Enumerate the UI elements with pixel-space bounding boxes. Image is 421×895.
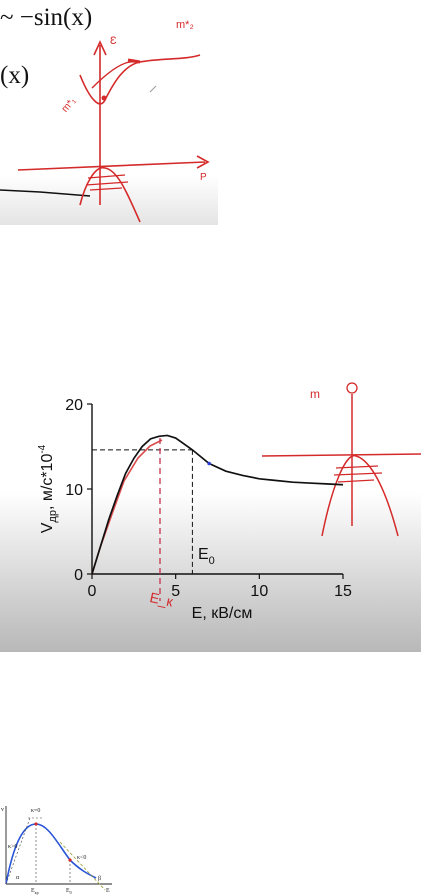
right-scribble xyxy=(333,465,383,483)
right-mass-label: m xyxy=(310,387,320,401)
sketch-peak-dot xyxy=(34,822,38,826)
small-grey-mark xyxy=(149,85,157,93)
sketch-label-klt: κ<0 xyxy=(77,855,86,861)
mass-label-1: m*₁ xyxy=(60,95,79,114)
arrow-mark xyxy=(127,58,141,64)
velocity-field-sketch: v κ>0 κ=0 κ<0 α β E Eкр E0 xyxy=(1,806,112,895)
curve-dot xyxy=(207,461,211,466)
energy-axis xyxy=(93,40,107,205)
chart-ticks: 0 5 10 15 0 10 20 xyxy=(65,397,352,600)
sketch-blue-curve xyxy=(5,823,97,885)
x-tick-label: 5 xyxy=(171,583,180,600)
e0-annotation: E0 xyxy=(198,546,215,567)
drift-velocity-chart: 0 5 10 15 0 10 20 E_к m Vдр, м/с*10-4 E, кВ/см… xyxy=(37,382,421,622)
hand-ink-layer: E_к m xyxy=(91,382,421,610)
mass-label-2: m*₂ xyxy=(176,19,194,31)
sketch-e0-dot xyxy=(68,858,72,862)
sketch-label-e: E xyxy=(106,888,110,894)
sketch-label-ecr: Eкр xyxy=(31,888,39,895)
x-axis-label: E, кВ/см xyxy=(192,605,253,622)
red-trace xyxy=(91,439,163,575)
sketch-label-beta: β xyxy=(98,876,101,882)
valley-point xyxy=(101,95,107,101)
sketch-label-v-text: v xyxy=(1,807,4,813)
axis-mark-E: Ɛ xyxy=(110,35,117,47)
x-tick-label: 10 xyxy=(250,583,268,600)
sketch-label-keq: κ=0 xyxy=(31,808,40,814)
right-axis-top-mark xyxy=(346,382,358,394)
sketch-label-e0: E0 xyxy=(66,888,72,895)
formula-line-2: (x) xyxy=(0,62,30,89)
lower-scribble xyxy=(85,174,129,191)
formula-line-1: ~ −sin(x) xyxy=(0,4,93,31)
hand-drawn-band-diagram: Ɛ P m*₂ m*₁ xyxy=(0,19,210,223)
x-tick-label: 15 xyxy=(334,583,352,600)
sketch-label-alpha: α xyxy=(16,875,20,881)
upper-valley xyxy=(79,54,201,105)
drift-velocity-curve xyxy=(91,434,344,575)
textbook-diagram: v κ>0 κ=0 κ<0 α β E Eкр E0 xyxy=(0,802,115,895)
y-tick-label: 20 xyxy=(65,397,83,414)
chart-guides xyxy=(92,449,193,574)
y-tick-label: 0 xyxy=(74,567,83,584)
right-parabola xyxy=(321,455,399,537)
top-lecture-slide: ~ −sin(x) (x) Ɛ P m*₂ m*₁ xyxy=(0,0,218,225)
right-horizontal-axis xyxy=(261,453,421,457)
axis-mark-p: P xyxy=(200,172,207,183)
momentum-axis xyxy=(17,155,210,171)
curve-fragment xyxy=(0,189,91,197)
y-tick-label: 10 xyxy=(65,482,83,499)
drift-velocity-chart-slide: 0 5 10 15 0 10 20 E_к m Vдр, м/с*10-4 E, кВ/см… xyxy=(0,376,421,652)
x-tick-label: 0 xyxy=(88,583,97,600)
ek-handwritten-label: E_к xyxy=(148,589,175,610)
lower-parabola xyxy=(79,167,141,223)
chart-axes xyxy=(91,404,343,575)
sketch-tangent-beta xyxy=(59,841,106,891)
sketch-label-kgt: κ>0 xyxy=(8,844,17,850)
y-axis-label: Vдр, м/с*10-4 xyxy=(37,444,59,533)
